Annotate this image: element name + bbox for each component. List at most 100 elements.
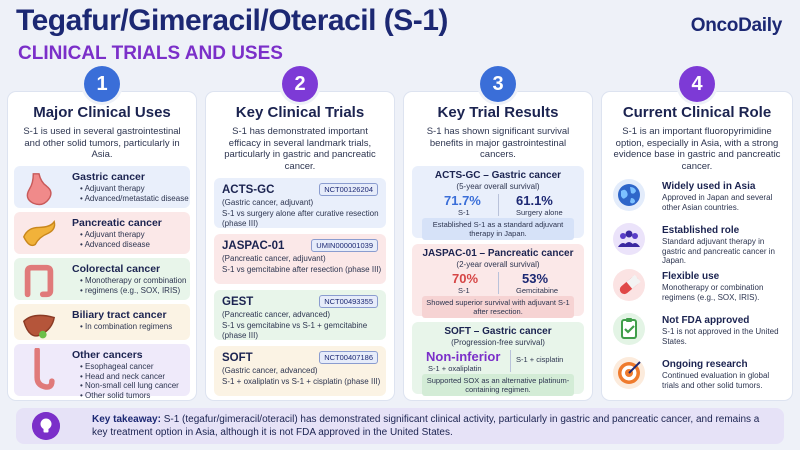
- result-title: JASPAC-01 – Pancreatic cancer: [422, 248, 574, 259]
- result-left-value: Non-inferior: [426, 349, 501, 364]
- list-item: In combination regimens: [80, 322, 172, 332]
- list-item: regimens (e.g., SOX, IRIS): [80, 286, 186, 296]
- trial-description: S-1 vs surgery alone after curative rese…: [222, 209, 379, 228]
- use-pancreatic: Pancreatic cancer Adjuvant therapy Advan…: [14, 212, 190, 254]
- page-subtitle: CLINICAL TRIALS AND USES: [18, 43, 283, 64]
- role-title: Flexible use: [662, 271, 720, 282]
- trial-id-badge: UMIN000001039: [311, 239, 378, 252]
- trial-name: JASPAC-01: [222, 240, 285, 252]
- list-item: Esophageal cancer: [80, 362, 179, 372]
- pancreas-icon: [23, 219, 56, 247]
- column-intro: S-1 is used in several gastrointestinal …: [23, 126, 181, 160]
- takeaway-body: S-1 (tegafur/gimeracil/oteracil) has dem…: [92, 414, 760, 438]
- list-item: Other solid tumors: [80, 391, 179, 401]
- role-title: Ongoing research: [662, 359, 748, 370]
- trial-setting: (Pancreatic cancer, adjuvant): [222, 254, 326, 263]
- use-bullets: Monotherapy or combination regimens (e.g…: [80, 276, 186, 295]
- column-intro: S-1 has shown significant survival benef…: [426, 126, 570, 160]
- divider: [510, 350, 511, 372]
- step-number-3: 3: [480, 66, 516, 102]
- list-item: Advanced/metastatic disease: [80, 194, 189, 204]
- column-key-trials: Key Clinical Trials S-1 has demonstrated…: [206, 92, 394, 400]
- result-title: SOFT – Gastric cancer: [444, 326, 552, 337]
- trial-card: SOFT NCT00407186 (Gastric cancer, advanc…: [214, 346, 386, 396]
- role-description: Approved in Japan and several other Asia…: [662, 193, 773, 212]
- use-colorectal: Colorectal cancer Monotherapy or combina…: [14, 258, 190, 300]
- page-title: Tegafur/Gimeracil/Oteracil (S-1): [16, 4, 448, 37]
- use-bullets: Adjuvant therapy Advanced disease: [80, 230, 150, 249]
- stomach-icon: [26, 173, 52, 206]
- column-heading: Current Clinical Role: [622, 104, 772, 121]
- column-major-uses: Major Clinical Uses S-1 is used in sever…: [8, 92, 196, 400]
- result-title: ACTS-GC – Gastric cancer: [434, 170, 562, 181]
- takeaway-label: Key takeaway:: [92, 414, 161, 425]
- lightbulb-icon: [32, 412, 60, 440]
- column-heading: Key Trial Results: [437, 104, 559, 121]
- divider: [498, 194, 499, 216]
- role-title: Not FDA approved: [662, 315, 750, 326]
- result-left-label: S-1: [458, 208, 470, 217]
- result-note: Established S-1 as a standard adjuvant t…: [422, 218, 574, 240]
- result-card: JASPAC-01 – Pancreatic cancer (2-year ov…: [412, 244, 584, 318]
- trial-id-badge: NCT00126204: [319, 183, 378, 196]
- use-biliary: Biliary tract cancer In combination regi…: [14, 304, 190, 340]
- trial-name: ACTS-GC: [222, 184, 275, 196]
- column-intro: S-1 has demonstrated important efficacy …: [224, 126, 376, 172]
- trial-card: JASPAC-01 UMIN000001039 (Pancreatic canc…: [214, 234, 386, 284]
- trial-setting: (Pancreatic cancer, advanced): [222, 310, 331, 319]
- key-takeaway-banner: Key takeaway: S-1 (tegafur/gimeracil/ote…: [16, 408, 784, 444]
- list-item: Head and neck cancer: [80, 372, 179, 382]
- role-title: Widely used in Asia: [662, 181, 756, 192]
- people-icon: [613, 223, 645, 255]
- trial-id-badge: NCT00407186: [319, 351, 378, 364]
- takeaway-text: Key takeaway: S-1 (tegafur/gimeracil/ote…: [92, 413, 772, 439]
- list-item: Adjuvant therapy: [80, 230, 150, 240]
- target-icon: [613, 357, 645, 389]
- trial-name: SOFT: [222, 352, 253, 364]
- column-clinical-role: Current Clinical Role S-1 is an importan…: [602, 92, 792, 400]
- list-item: Non-small cell lung cancer: [80, 381, 179, 391]
- column-heading: Key Clinical Trials: [235, 104, 365, 121]
- trial-description: S-1 + oxaliplatin vs S-1 + cisplatin (ph…: [222, 377, 381, 386]
- step-number-2: 2: [282, 66, 318, 102]
- use-title: Pancreatic cancer: [72, 217, 162, 229]
- column-heading: Major Clinical Uses: [33, 104, 171, 121]
- result-left-value: 70%: [452, 271, 479, 286]
- result-metric: (5-year overall survival): [456, 182, 540, 191]
- result-metric: (2-year overall survival): [456, 260, 540, 269]
- column-trial-results: Key Trial Results S-1 has shown signific…: [404, 92, 592, 400]
- role-description: Standard adjuvant therapy in gastric and…: [662, 237, 775, 265]
- liver-icon: [22, 314, 56, 339]
- result-left-label: S-1: [458, 286, 470, 295]
- result-card: ACTS-GC – Gastric cancer (5-year overall…: [412, 166, 584, 240]
- role-title: Established role: [662, 225, 740, 236]
- trial-setting: (Gastric cancer, advanced): [222, 366, 318, 375]
- use-title: Other cancers: [72, 349, 143, 361]
- column-intro: S-1 is an important fluoropyrimidine opt…: [613, 126, 781, 172]
- result-right-label: Surgery alone: [516, 208, 563, 217]
- colon-icon: [24, 264, 54, 298]
- result-left-label: S-1 + oxaliplatin: [428, 364, 482, 373]
- trial-setting: (Gastric cancer, adjuvant): [222, 198, 314, 207]
- result-note: Supported SOX as an alternative platinum…: [422, 374, 574, 396]
- divider: [498, 272, 499, 294]
- result-right-value: 61.1%: [516, 193, 553, 208]
- result-note: Showed superior survival with adjuvant S…: [422, 296, 574, 318]
- use-bullets: In combination regimens: [80, 322, 172, 332]
- use-title: Colorectal cancer: [72, 263, 161, 275]
- role-description: Continued evaluation in global trials an…: [662, 371, 770, 390]
- trial-description: S-1 vs gemcitabine after resection (phas…: [222, 265, 382, 274]
- role-description: S-1 is not approved in the United States…: [662, 327, 779, 346]
- use-title: Gastric cancer: [72, 171, 145, 183]
- trial-card: ACTS-GC NCT00126204 (Gastric cancer, adj…: [214, 178, 386, 228]
- pill-icon: [613, 269, 645, 301]
- list-item: Advanced disease: [80, 240, 150, 250]
- clipboard-check-icon: [613, 313, 645, 345]
- esophagus-icon: [34, 348, 55, 390]
- result-right-label: S-1 + cisplatin: [516, 355, 564, 364]
- result-right-label: Gemcitabine: [516, 286, 559, 295]
- result-left-value: 71.7%: [444, 193, 481, 208]
- use-title: Biliary tract cancer: [72, 309, 167, 321]
- trial-id-badge: NCT00493355: [319, 295, 378, 308]
- use-bullets: Adjuvant therapy Advanced/metastatic dis…: [80, 184, 189, 203]
